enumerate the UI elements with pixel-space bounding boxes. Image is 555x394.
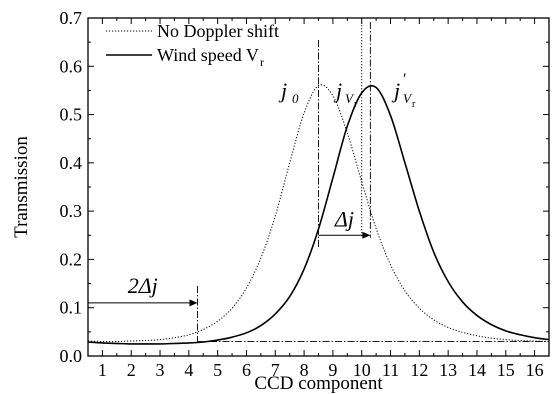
j0-label: j xyxy=(278,78,287,103)
y-tick-label: 0.0 xyxy=(60,346,83,366)
y-tick-label: 0.4 xyxy=(60,153,83,173)
x-tick-label: 7 xyxy=(271,360,280,380)
jvr-prime-mark: ′ xyxy=(402,71,406,88)
jvr-label: j xyxy=(333,78,342,103)
y-axis-title: Transmission xyxy=(11,136,32,238)
legend-label-no-doppler: No Doppler shift xyxy=(157,21,279,41)
jvr-prime-label: j xyxy=(391,78,400,103)
x-tick-label: 5 xyxy=(213,360,222,380)
two-delta-j-arrowhead xyxy=(189,299,198,307)
x-tick-label: 6 xyxy=(242,360,251,380)
x-tick-label: 16 xyxy=(526,360,544,380)
x-tick-label: 2 xyxy=(127,360,136,380)
two-delta-j-label: 2Δj xyxy=(128,273,158,298)
x-tick-label: 12 xyxy=(410,360,428,380)
x-tick-label: 11 xyxy=(382,360,399,380)
x-tick-label: 8 xyxy=(300,360,309,380)
jvr-subscript: V xyxy=(345,91,355,106)
y-tick-label: 0.3 xyxy=(60,201,83,221)
delta-j-label: Δj xyxy=(334,206,354,231)
series-line-no-doppler xyxy=(87,84,550,343)
legend-label-wind-speed: Wind speed V xyxy=(157,45,259,65)
x-tick-label: 9 xyxy=(328,360,337,380)
x-tick-label: 15 xyxy=(497,360,515,380)
legend-label-subscript: r xyxy=(260,55,264,69)
x-tick-label: 3 xyxy=(156,360,165,380)
delta-j-arrowhead xyxy=(362,231,371,239)
jvr-prime-subsubscript: r xyxy=(412,99,416,110)
x-tick-label: 14 xyxy=(468,360,486,380)
jvr-subsubscript: r xyxy=(354,99,358,110)
y-tick-label: 0.7 xyxy=(60,8,83,28)
y-tick-label: 0.2 xyxy=(60,249,83,269)
x-axis-title: CCD component xyxy=(254,373,383,394)
jvr-prime-subscript: V xyxy=(403,91,413,106)
j0-subscript: 0 xyxy=(292,91,299,106)
x-tick-label: 1 xyxy=(98,360,107,380)
x-tick-label: 10 xyxy=(353,360,371,380)
y-tick-label: 0.5 xyxy=(60,105,83,125)
x-tick-label: 4 xyxy=(184,360,193,380)
x-tick-label: 13 xyxy=(439,360,457,380)
y-tick-label: 0.6 xyxy=(60,56,83,76)
y-tick-label: 0.1 xyxy=(60,298,83,318)
